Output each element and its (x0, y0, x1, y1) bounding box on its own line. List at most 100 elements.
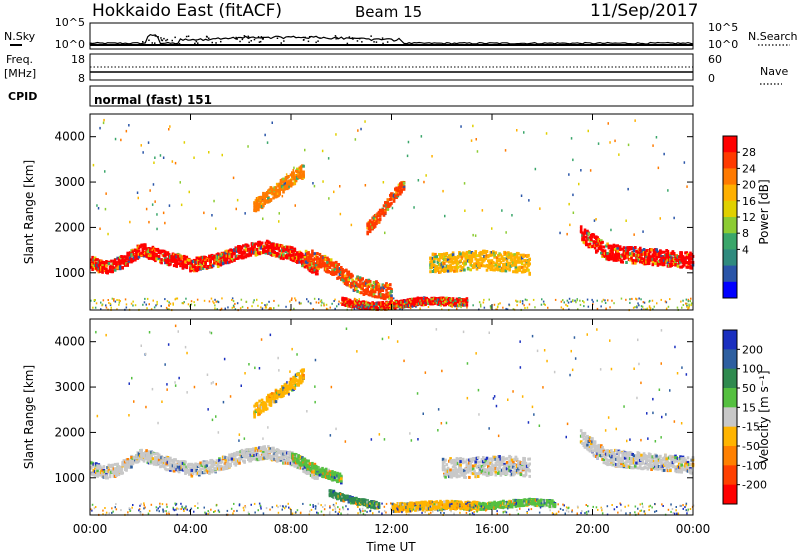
data-cell (491, 254, 494, 257)
clutter-cell (131, 303, 133, 305)
clutter-cell (340, 302, 342, 304)
noise-search-dot (251, 40, 253, 42)
clutter-cell (113, 300, 115, 302)
colorbar-segment (723, 282, 737, 299)
speckle-cell (658, 167, 660, 170)
noise-search-dot (215, 42, 217, 44)
clutter-cell (631, 298, 633, 300)
speckle-cell (421, 135, 423, 138)
data-cell (463, 269, 466, 272)
clutter-cell (389, 305, 391, 307)
speckle-cell (633, 233, 635, 236)
speckle-cell (222, 154, 224, 157)
clutter-cell (483, 299, 485, 301)
speckle-cell (528, 199, 530, 202)
clutter-cell (362, 302, 364, 304)
speckle-cell (351, 224, 353, 227)
noise-search-dot (361, 41, 363, 43)
data-cell (680, 251, 683, 254)
data-cell (438, 253, 441, 256)
data-cell (366, 231, 369, 234)
clutter-cell (146, 307, 148, 309)
data-cell (110, 260, 113, 263)
speckle-cell (105, 192, 107, 195)
speckle-cell (148, 221, 150, 224)
freq-left-tick-top: 18 (71, 53, 85, 66)
data-cell (208, 255, 211, 258)
clutter-cell (412, 306, 414, 308)
clutter-cell (572, 299, 574, 301)
clutter-cell (604, 299, 606, 301)
speckle-cell (667, 189, 669, 192)
clutter-cell (112, 298, 114, 300)
data-cell (596, 249, 599, 252)
data-cell (521, 263, 524, 266)
speckle-cell (262, 218, 264, 221)
clutter-cell (600, 305, 602, 307)
clutter-cell (691, 302, 693, 304)
clutter-cell (167, 300, 169, 302)
data-cell (276, 243, 279, 246)
speckle-cell (444, 215, 446, 218)
data-cell (403, 182, 406, 185)
noise-search-dot (236, 38, 238, 40)
speckle-cell (295, 204, 297, 207)
colorbar-segment (723, 201, 737, 218)
clutter-cell (354, 308, 356, 310)
data-cell (119, 267, 122, 270)
speckle-cell (99, 127, 101, 129)
clutter-cell (411, 298, 413, 300)
clutter-cell (218, 301, 220, 303)
data-cell (184, 261, 187, 264)
data-cell (630, 246, 633, 249)
clutter-cell (460, 306, 462, 308)
clutter-cell (661, 299, 663, 301)
data-cell (454, 256, 457, 259)
clutter-cell (591, 299, 593, 301)
data-cell (327, 270, 330, 273)
data-cell (584, 229, 587, 232)
colorbar-segment (723, 136, 737, 153)
speckle-cell (594, 219, 596, 222)
speckle-cell (141, 144, 143, 147)
nsearch-label: N.Search (748, 30, 798, 43)
cpid-mode-text: normal (fast) 151 (94, 93, 212, 107)
data-cell (663, 251, 666, 254)
data-cell (125, 469, 128, 472)
noise-search-dot (160, 37, 162, 39)
clutter-cell (575, 301, 577, 303)
data-cell (290, 179, 293, 182)
data-cell (273, 251, 276, 254)
speckle-cell (627, 188, 629, 191)
data-cell (348, 271, 351, 274)
clutter-cell (450, 300, 452, 302)
data-cell (476, 254, 479, 257)
clutter-cell (635, 298, 637, 300)
data-cell (506, 259, 509, 262)
clutter-cell (310, 303, 312, 305)
clutter-cell (541, 304, 543, 306)
clutter-cell (360, 306, 362, 308)
speckle-cell (278, 220, 280, 223)
range-tick-label: 3000 (54, 175, 85, 189)
clutter-cell (605, 308, 607, 310)
clutter-cell (147, 298, 149, 300)
data-cell (468, 251, 471, 254)
data-cell (456, 259, 459, 262)
data-cell (634, 246, 637, 249)
noise-search-dot (142, 41, 144, 43)
speckle-cell (423, 181, 425, 184)
clutter-cell (119, 302, 121, 304)
data-cell (198, 472, 201, 475)
data-cell (300, 170, 303, 173)
data-cell (517, 252, 520, 255)
data-cell (528, 262, 531, 265)
speckle-cell (288, 186, 290, 189)
speckle-cell (384, 232, 386, 235)
data-cell (255, 447, 258, 450)
data-cell (515, 263, 518, 266)
speckle-cell (491, 227, 493, 230)
clutter-cell (656, 302, 658, 304)
clutter-cell (523, 304, 525, 306)
data-cell (611, 253, 614, 256)
